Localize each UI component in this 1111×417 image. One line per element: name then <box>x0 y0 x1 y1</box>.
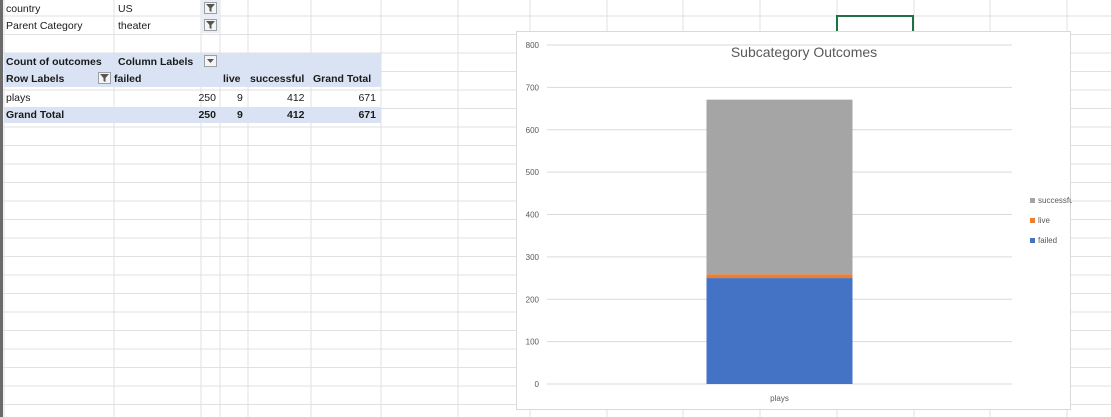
filter-button-country[interactable] <box>204 2 217 14</box>
filter-value-parent-category: theater <box>118 20 151 32</box>
filter-icon <box>206 4 215 12</box>
x-tick-label: plays <box>770 394 789 403</box>
bar-live-plays[interactable] <box>706 274 853 279</box>
pivot-cell-failed: 250 <box>198 92 216 104</box>
chevron-down-icon <box>207 59 214 63</box>
legend-swatch-failed <box>1030 238 1035 243</box>
pivot-total-grand-total: 671 <box>358 109 376 121</box>
y-axis-ticks: 0 100 200 300 400 500 600 700 800 <box>526 41 540 389</box>
filter-label-parent-category: Parent Category <box>6 20 83 32</box>
row-labels-filter-button[interactable] <box>98 72 111 84</box>
y-tick-label: 700 <box>526 83 540 92</box>
filter-icon <box>206 21 215 29</box>
pivot-header-band <box>4 53 381 87</box>
legend-swatch-successful <box>1030 198 1035 203</box>
chart-bars <box>706 99 853 384</box>
y-tick-label: 800 <box>526 41 540 50</box>
bar-failed-plays[interactable] <box>706 278 853 384</box>
y-tick-label: 600 <box>526 126 540 135</box>
pivot-total-live: 9 <box>237 109 243 121</box>
chart-title: Subcategory Outcomes <box>731 44 877 60</box>
pivot-header-failed: failed <box>114 73 142 85</box>
pivot-cell-live: 9 <box>237 92 243 104</box>
legend-label-successful: successful <box>1038 196 1072 205</box>
pivot-total-band <box>4 107 381 123</box>
legend-swatch-live <box>1030 218 1035 223</box>
x-axis-ticks: plays <box>770 394 789 403</box>
legend-label-failed: failed <box>1038 236 1057 245</box>
bar-successful-plays[interactable] <box>706 99 853 275</box>
subcategory-outcomes-chart[interactable]: 0 100 200 300 400 500 600 700 800 plays Subcateg… <box>516 31 1072 410</box>
pivot-header-grand-total: Grand Total <box>313 73 372 85</box>
chart-canvas: 0 100 200 300 400 500 600 700 800 plays Subcateg… <box>526 41 1072 403</box>
pivot-grand-total-label: Grand Total <box>6 109 65 121</box>
y-tick-label: 200 <box>526 295 540 304</box>
filter-label-country: country <box>6 3 41 15</box>
pivot-cell-grand-total: 671 <box>358 92 376 104</box>
legend-label-live: live <box>1038 216 1051 225</box>
y-tick-label: 400 <box>526 211 540 220</box>
chart-legend[interactable]: successful live failed <box>1030 196 1072 245</box>
pivot-header-live: live <box>223 73 241 85</box>
filter-icon <box>100 74 109 82</box>
y-tick-label: 100 <box>526 338 540 347</box>
column-labels-dropdown[interactable] <box>204 55 217 67</box>
filter-button-parent-category[interactable] <box>204 19 217 31</box>
pivot-total-successful: 412 <box>287 109 305 121</box>
pivot-column-labels: Column Labels <box>118 56 194 68</box>
pivot-total-failed: 250 <box>198 109 216 121</box>
pivot-cell-successful: 412 <box>287 92 305 104</box>
pivot-corner-label: Count of outcomes <box>6 56 102 68</box>
y-tick-label: 500 <box>526 168 540 177</box>
y-tick-label: 300 <box>526 253 540 262</box>
y-tick-label: 0 <box>535 380 540 389</box>
pivot-row-labels: Row Labels <box>6 73 65 85</box>
filter-value-country: US <box>118 3 133 15</box>
pivot-row-label: plays <box>6 92 31 104</box>
pivot-header-successful: successful <box>250 73 305 85</box>
